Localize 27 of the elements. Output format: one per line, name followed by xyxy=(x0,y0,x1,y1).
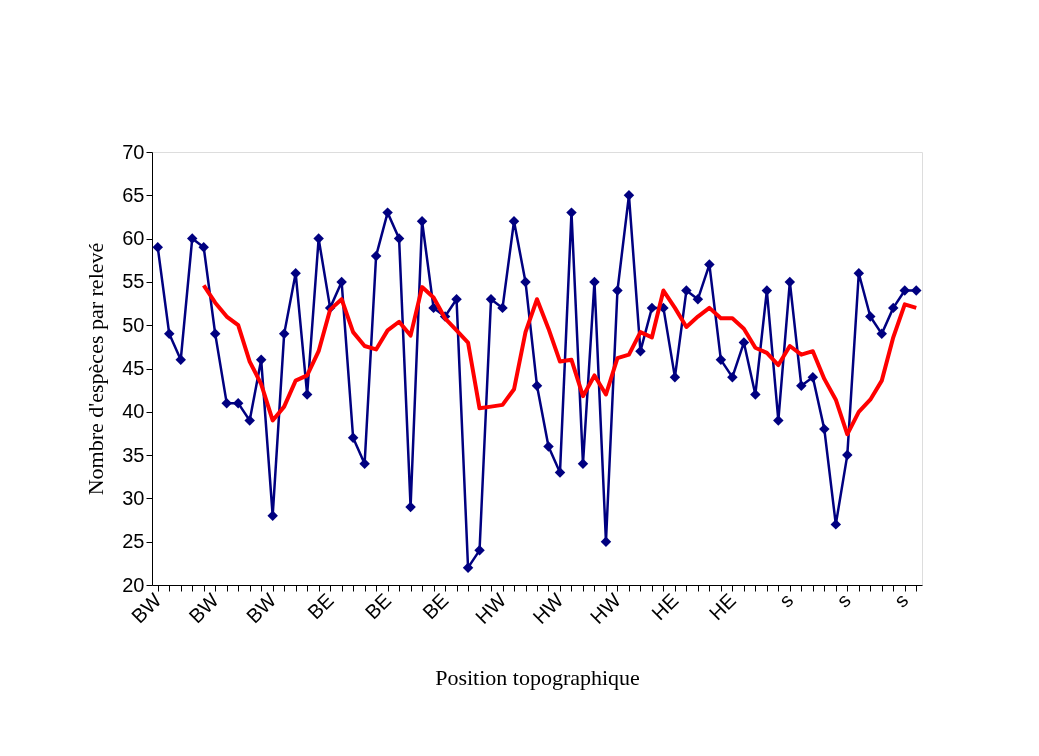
y-tick-label: 45 xyxy=(122,357,145,379)
y-tick-label: 55 xyxy=(122,270,145,293)
x-tick-label: BE xyxy=(360,589,396,624)
y-tick-label: 40 xyxy=(122,400,145,423)
x-tick-label: HE xyxy=(704,589,740,625)
x-tick-label: HE xyxy=(647,589,683,625)
x-tick-label: BE xyxy=(418,589,453,624)
y-tick-label: 35 xyxy=(122,443,145,466)
x-axis-title: Position topographique xyxy=(435,665,640,691)
y-tick-label: 70 xyxy=(122,140,145,163)
y-tick-label: 50 xyxy=(122,313,145,336)
y-tick-label: 65 xyxy=(122,183,145,206)
y-axis-title: Nombre d'espèces par relevé xyxy=(83,242,109,496)
x-tick-label: s xyxy=(774,589,798,612)
x-tick-label: s xyxy=(889,589,913,612)
y-tick-label: 25 xyxy=(122,530,145,553)
x-tick-label: s xyxy=(832,589,855,612)
y-tick-label: 60 xyxy=(122,227,145,250)
x-tick-label: HW xyxy=(585,588,626,629)
x-tick-label: BW xyxy=(241,588,281,628)
x-tick-label: HW xyxy=(528,588,568,629)
line-series xyxy=(201,283,919,437)
x-tick-label: BW xyxy=(184,588,223,628)
y-tick-label: 20 xyxy=(122,573,145,596)
x-tick-label: BE xyxy=(303,589,338,624)
x-tick-label: HW xyxy=(470,588,511,629)
y-tick-label: 30 xyxy=(122,486,145,509)
